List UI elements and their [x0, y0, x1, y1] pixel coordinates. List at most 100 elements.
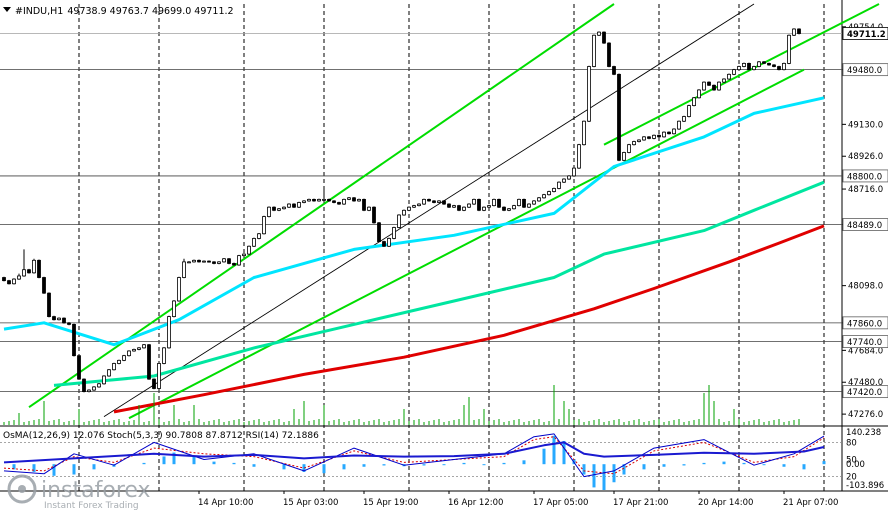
- candle-body: [627, 144, 631, 153]
- time-tick-label: 17 Apr 05:00: [533, 498, 588, 508]
- candle-body: [697, 89, 701, 99]
- candle-body: [237, 255, 241, 266]
- osma-bar: [212, 461, 216, 465]
- candle-body: [12, 278, 16, 285]
- candle-body: [757, 61, 761, 67]
- time-tick-label: 21 Apr 07:00: [783, 498, 838, 508]
- candle-body: [612, 66, 616, 75]
- candle-body: [647, 136, 651, 139]
- candle-body: [267, 206, 271, 217]
- candle-body: [577, 144, 581, 169]
- osma-bar: [552, 435, 556, 465]
- candle-body: [732, 69, 736, 75]
- candle-body: [787, 34, 791, 64]
- osma-bar: [762, 464, 766, 466]
- osma-bar: [612, 464, 616, 483]
- chart-header: #INDU,H1 49738.9 49763.7 49699.0 49711.2: [3, 6, 234, 17]
- candle-body: [452, 205, 456, 208]
- candle-body: [687, 105, 691, 117]
- candle-body: [602, 31, 606, 44]
- osma-bar: [72, 464, 76, 475]
- price-level-tag: [842, 385, 888, 399]
- price-level-tag: [842, 218, 888, 231]
- candle-body: [317, 198, 321, 202]
- osma-bar: [592, 464, 596, 488]
- price-level-label: 49480.0: [847, 66, 882, 76]
- candle-body: [322, 198, 326, 201]
- candle-body: [102, 375, 106, 385]
- oscillator-scale-label: 140.238: [846, 428, 881, 438]
- candle-body: [127, 350, 131, 357]
- candle-body: [47, 292, 51, 317]
- candle-body: [662, 131, 666, 138]
- osma-bar: [322, 464, 326, 474]
- candle-body: [312, 198, 316, 202]
- candle-body: [112, 363, 116, 371]
- candle-body: [397, 214, 401, 228]
- candle-body: [407, 206, 411, 211]
- osma-bar: [52, 464, 56, 476]
- price-axis: 49754.049480.049130.048926.048716.048489…: [842, 23, 888, 491]
- candle-body: [97, 383, 101, 388]
- price-tick-label: 48926.0: [848, 152, 883, 162]
- candle-body: [382, 241, 386, 247]
- candle-body: [197, 259, 201, 263]
- candle-body: [477, 198, 481, 211]
- candle-body: [617, 73, 621, 161]
- candle-body: [297, 202, 301, 208]
- watermark-tagline: Instant Forex Trading: [44, 501, 139, 511]
- stoch-main-line: [3, 433, 825, 478]
- candle-body: [422, 198, 426, 205]
- candle-body: [782, 62, 786, 71]
- candle-body: [387, 238, 391, 247]
- price-level-tag: [842, 169, 888, 183]
- candle-body: [337, 202, 341, 205]
- time-tick-label: 20 Apr 14:00: [698, 498, 753, 508]
- rsi-line: [3, 441, 825, 464]
- osma-bar: [682, 464, 686, 466]
- candle-body: [162, 347, 166, 364]
- candle-body: [27, 269, 31, 274]
- candle-body: [82, 378, 86, 393]
- candle-body: [582, 120, 586, 146]
- osma-bar: [142, 462, 146, 465]
- candle-body: [532, 200, 536, 205]
- moving-average-line: [3, 96, 825, 347]
- candle-body: [282, 206, 286, 210]
- candle-body: [212, 261, 216, 264]
- candle-body: [447, 203, 451, 208]
- candle-body: [352, 197, 356, 202]
- candle-body: [772, 64, 776, 67]
- candle-body: [767, 62, 771, 66]
- price-tick-label: 47480.0: [848, 378, 883, 388]
- osma-bar: [702, 462, 706, 465]
- candle-body: [657, 134, 661, 138]
- osma-bar: [482, 464, 486, 466]
- candle-body: [132, 349, 136, 352]
- osma-bar: [442, 464, 446, 466]
- osma-bar: [162, 456, 166, 465]
- osma-bar: [782, 464, 786, 467]
- candle-body: [682, 116, 686, 122]
- candle-body: [367, 206, 371, 211]
- candle-body: [572, 167, 576, 177]
- watermark-brand: instaforex: [41, 478, 151, 503]
- candle-body: [527, 203, 531, 208]
- moving-average-layer: [3, 96, 825, 414]
- candle-body: [287, 203, 291, 208]
- osma-bar: [822, 461, 826, 465]
- candle-body: [7, 280, 11, 285]
- candle-body: [517, 198, 521, 207]
- osma-bar: [12, 464, 16, 470]
- candle-body: [432, 200, 436, 203]
- candle-body: [262, 216, 266, 235]
- candle-body: [417, 203, 421, 207]
- time-tick-label: 15 Apr 03:00: [283, 498, 338, 508]
- candle-body: [547, 191, 551, 196]
- oscillator-scale-label: 20: [846, 473, 857, 483]
- osma-bar: [362, 464, 366, 467]
- volume-layer: [3, 385, 800, 425]
- collapse-triangle-icon[interactable]: [3, 7, 11, 12]
- osma-bar: [742, 462, 746, 465]
